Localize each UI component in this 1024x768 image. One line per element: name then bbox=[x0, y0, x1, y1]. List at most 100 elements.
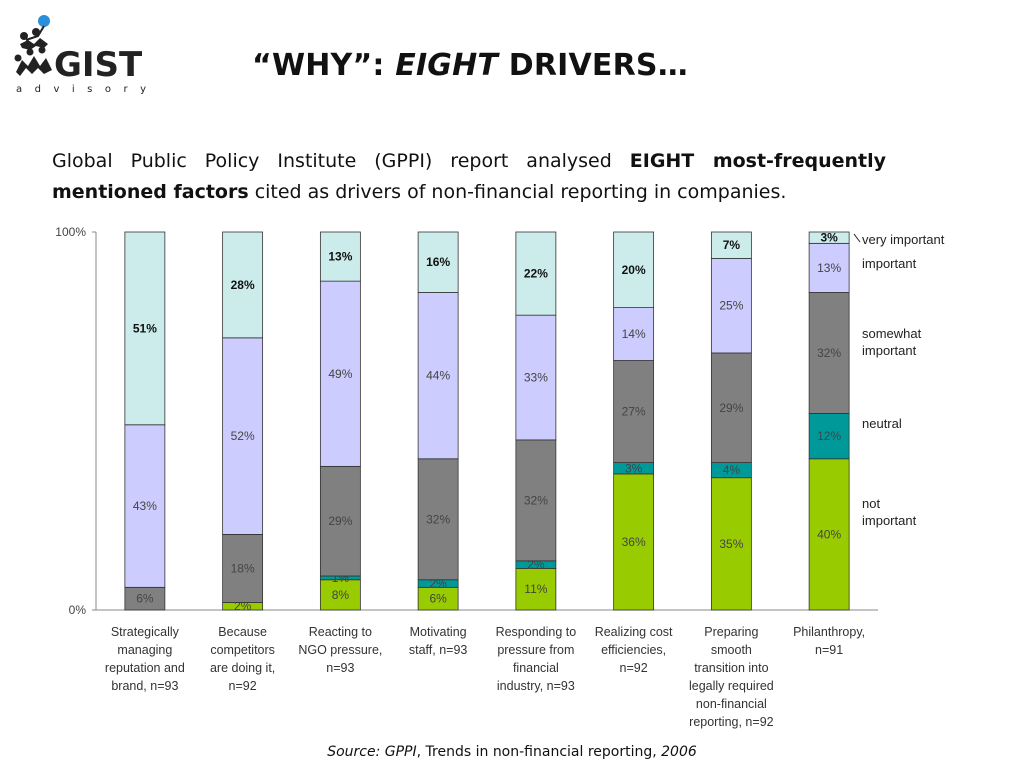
legend-entry: important bbox=[862, 343, 917, 358]
bar-segment bbox=[710, 477, 752, 611]
page-title: “WHY”: EIGHT DRIVERS… bbox=[252, 48, 688, 83]
data-label: 14% bbox=[622, 327, 646, 341]
legend-entry: not bbox=[862, 496, 880, 511]
category-label: n=91 bbox=[815, 643, 843, 657]
bar-segment bbox=[515, 231, 557, 316]
category-label: transition into bbox=[694, 661, 768, 675]
bar-segment bbox=[808, 231, 850, 244]
category-label: Because bbox=[218, 625, 267, 639]
data-label: 7% bbox=[723, 238, 741, 252]
category-label: pressure from bbox=[497, 643, 574, 657]
data-label: 44% bbox=[426, 369, 450, 383]
data-label: 18% bbox=[231, 561, 255, 575]
category-label: reporting, n=92 bbox=[689, 715, 773, 729]
data-label: 29% bbox=[328, 514, 352, 528]
data-label: 12% bbox=[817, 429, 841, 443]
data-label: 43% bbox=[133, 499, 157, 513]
category-label: Strategically bbox=[111, 625, 180, 639]
bar-segment bbox=[808, 413, 850, 460]
bar-segment bbox=[417, 292, 459, 460]
stacked-bar-chart: 0% 100% 6% 43% 51% Strategically managing reput… bbox=[40, 222, 980, 742]
bar-segment bbox=[613, 231, 655, 308]
category-label: smooth bbox=[711, 643, 752, 657]
data-label: 25% bbox=[719, 299, 743, 313]
data-label: 27% bbox=[622, 405, 646, 419]
gist-logo: GIST advisory bbox=[14, 14, 154, 98]
category-label: Realizing cost bbox=[595, 625, 673, 639]
data-label: 11% bbox=[524, 582, 547, 596]
category-label: legally required bbox=[689, 679, 774, 693]
category-label: competitors bbox=[210, 643, 275, 657]
intro-bold: EIGHT most-frequently mentioned factors bbox=[52, 150, 886, 203]
bar-segment bbox=[417, 231, 459, 293]
legend-entry: important bbox=[862, 513, 917, 528]
legend-entry: important bbox=[862, 256, 917, 271]
title-emphasis: EIGHT bbox=[395, 48, 499, 83]
category-label: are doing it, bbox=[210, 661, 275, 675]
legend-entry: very important bbox=[862, 232, 945, 247]
category-label: Responding to bbox=[496, 625, 577, 639]
bar-segment bbox=[808, 458, 850, 611]
data-label: 49% bbox=[328, 367, 352, 381]
data-label: 29% bbox=[719, 401, 743, 415]
data-label: 40% bbox=[817, 527, 841, 541]
legend-entry: somewhat bbox=[862, 326, 922, 341]
data-label: 3% bbox=[820, 231, 838, 245]
y-tick-label: 100% bbox=[55, 225, 86, 239]
category-label: n=93 bbox=[326, 661, 354, 675]
data-label: 28% bbox=[231, 278, 255, 292]
data-label: 35% bbox=[719, 537, 743, 551]
data-label: 6% bbox=[136, 592, 154, 606]
source-caption: Source: GPPI, Trends in non-financial re… bbox=[327, 744, 697, 760]
category-label: Motivating bbox=[410, 625, 467, 639]
bar-segment bbox=[222, 337, 264, 535]
bar-segment bbox=[319, 231, 361, 282]
data-label: 32% bbox=[817, 346, 841, 360]
data-label: 6% bbox=[429, 592, 447, 606]
category-label: financial bbox=[513, 661, 559, 675]
y-tick-label: 0% bbox=[69, 603, 87, 617]
legend-entry: neutral bbox=[862, 416, 902, 431]
bar-segment bbox=[515, 439, 557, 562]
bar-segment bbox=[613, 307, 655, 361]
bar-segment bbox=[613, 473, 655, 611]
bar-segment bbox=[319, 465, 361, 577]
data-label: 36% bbox=[622, 535, 646, 549]
data-label: 51% bbox=[133, 321, 157, 335]
intro-paragraph: Global Public Policy Institute (GPPI) re… bbox=[52, 150, 886, 203]
bar-segment bbox=[124, 231, 166, 426]
data-label: 13% bbox=[328, 250, 352, 264]
category-label: reputation and bbox=[105, 661, 185, 675]
category-label: brand, n=93 bbox=[111, 679, 178, 693]
category-label: n=92 bbox=[620, 661, 648, 675]
bar-segment bbox=[515, 314, 557, 441]
category-label: non-financial bbox=[696, 697, 767, 711]
data-label: 3% bbox=[625, 461, 643, 475]
bar-segment bbox=[319, 280, 361, 467]
category-label: NGO pressure, bbox=[298, 643, 382, 657]
bar-segment bbox=[417, 458, 459, 581]
data-label: 8% bbox=[332, 588, 350, 602]
bar-segment bbox=[124, 424, 166, 588]
data-label: 32% bbox=[426, 512, 450, 526]
bar-segment bbox=[515, 568, 557, 611]
category-label: Reacting to bbox=[309, 625, 372, 639]
bar-segment bbox=[710, 231, 752, 259]
logo-figures-icon bbox=[14, 15, 52, 76]
bar-segment bbox=[710, 352, 752, 463]
category-label: Preparing bbox=[704, 625, 758, 639]
category-label: managing bbox=[117, 643, 172, 657]
category-label: n=92 bbox=[229, 679, 257, 693]
category-label: industry, n=93 bbox=[497, 679, 575, 693]
data-label: 4% bbox=[723, 463, 741, 477]
data-label: 52% bbox=[231, 429, 255, 443]
data-label: 32% bbox=[524, 493, 548, 507]
category-label: Philanthropy, bbox=[793, 625, 865, 639]
data-label: 22% bbox=[524, 267, 548, 281]
data-label: 13% bbox=[817, 261, 841, 275]
legend-leader-line bbox=[853, 233, 861, 243]
logo-tagline: advisory bbox=[16, 84, 146, 95]
data-label: 16% bbox=[426, 255, 450, 269]
category-label: staff, n=93 bbox=[409, 643, 468, 657]
data-label: 33% bbox=[524, 371, 548, 385]
